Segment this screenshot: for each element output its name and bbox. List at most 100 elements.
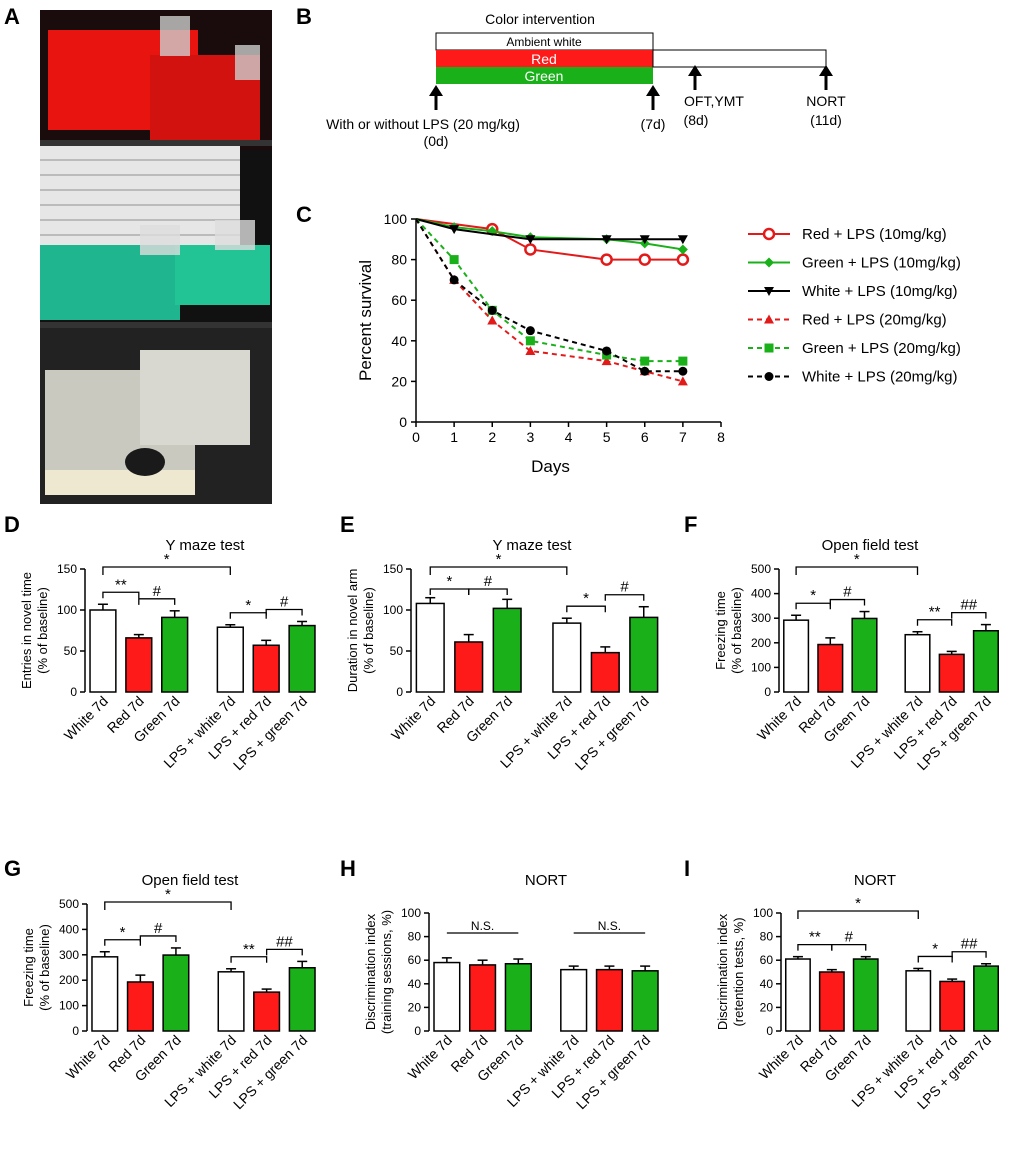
y-tick-label: 100 (401, 906, 421, 920)
bar (433, 961, 461, 1032)
y-tick-label: 300 (751, 611, 771, 625)
bar (595, 968, 624, 1032)
nort-label: NORT (806, 93, 846, 109)
y-tick-label: 200 (59, 973, 79, 987)
bar (252, 644, 280, 693)
data-point (525, 345, 536, 355)
significance-bracket (429, 566, 568, 575)
day-7-label: (7d) (641, 116, 666, 132)
y-tick-label: 0 (72, 1024, 79, 1038)
panel-letter-i: I (684, 856, 690, 881)
significance-bracket (916, 619, 953, 626)
significance-bracket (797, 910, 919, 919)
y-tick-label: 400 (751, 587, 771, 601)
bar (126, 981, 154, 1032)
bar (253, 991, 281, 1032)
significance-bracket (795, 602, 831, 610)
bar (89, 609, 117, 693)
chart-title: Open field test (822, 537, 920, 554)
significance-label: * (810, 587, 816, 604)
bar (216, 626, 244, 693)
survival-legend: Red + LPS (10mg/kg) Green + LPS (10mg/kg)… (748, 226, 961, 386)
significance-bracket (102, 566, 231, 575)
significance-bracket (917, 955, 953, 963)
water-bottle-icon (235, 45, 260, 80)
y-tick-label: 50 (390, 644, 404, 658)
significance-label: * (583, 590, 589, 607)
panel-letter-f: F (684, 512, 697, 537)
significance-label: N.S. (598, 919, 621, 933)
panel-letter-d: D (4, 512, 20, 537)
panel-letter-b: B (296, 4, 312, 29)
bar-chart-g: Open field test 0 100 200 300 400 500 Freezing … (21, 872, 316, 1112)
y-axis-label-line1: Discrimination index (715, 913, 730, 1030)
green-bar-label: Green (525, 68, 564, 84)
y-tick-label: 80 (760, 930, 774, 944)
x-tick-label: White 7d (405, 1032, 455, 1082)
data-point (487, 305, 497, 315)
legend-marker (764, 314, 774, 324)
data-point (525, 326, 535, 336)
y-axis-label-line2: (% of baseline) (35, 587, 50, 674)
panel-letter-a: A (4, 4, 20, 29)
y-tick-label: 100 (59, 999, 79, 1013)
y-tick-label: 150 (57, 562, 77, 576)
chart-title: Y maze test (493, 537, 573, 554)
bar-chart-d: Y maze test 0 50 100 150 Entries in novel tim… (19, 537, 316, 773)
significance-label: ## (960, 597, 977, 614)
legend-marker (762, 227, 776, 241)
bar (161, 616, 189, 693)
y-axis-label-line1: Duration in novel arm (345, 569, 360, 693)
x-tick-label: 8 (717, 429, 725, 445)
y-tick-label: 20 (391, 373, 407, 389)
bar (818, 971, 845, 1032)
lps-label: With or without LPS (20 mg/kg) (326, 116, 520, 132)
significance-bracket (604, 594, 645, 601)
data-point (602, 346, 612, 356)
significance-label: ## (961, 936, 978, 953)
cage-photo (40, 10, 272, 504)
bar (468, 964, 497, 1032)
bedding (45, 470, 195, 495)
bar (454, 641, 484, 693)
chart-title: Y maze test (166, 537, 246, 554)
significance-bracket (951, 611, 987, 619)
significance-label: # (845, 929, 854, 946)
legend-label: Red + LPS (10mg/kg) (802, 226, 947, 243)
y-tick-label: 100 (383, 603, 403, 617)
significance-label: * (245, 597, 251, 614)
bar (288, 624, 316, 693)
legend-label: Green + LPS (10mg/kg) (802, 255, 961, 272)
significance-label: # (620, 579, 629, 596)
significance-bracket (829, 598, 866, 606)
y-tick-label: 0 (414, 1024, 421, 1038)
survival-chart: 0 20 40 60 80 100 0 1 2 3 4 5 6 7 8 Days Percent surviva… (356, 211, 725, 476)
x-tick-label: White 7d (61, 693, 111, 743)
timeline-title: Color intervention (485, 11, 595, 27)
significance-label: # (484, 573, 493, 590)
significance-label: * (447, 573, 453, 590)
significance-label: * (854, 551, 860, 568)
legend-marker (764, 372, 774, 381)
significance-bracket (138, 598, 176, 605)
y-tick-label: 40 (391, 333, 407, 349)
green-bar (436, 67, 653, 84)
chart-title: NORT (854, 872, 896, 889)
mouse-icon (125, 448, 165, 476)
bar (590, 651, 620, 693)
green-cage-right (175, 245, 270, 305)
bar (415, 602, 445, 693)
y-tick-label: 0 (396, 685, 403, 699)
series-line (415, 218, 683, 241)
y-tick-label: 500 (751, 562, 771, 576)
panel-letter-h: H (340, 856, 356, 881)
day-8-label: (8d) (684, 112, 709, 128)
ambient-white-label: Ambient white (506, 35, 582, 49)
chart-title: NORT (525, 872, 567, 889)
y-axis-label-line2: (% of baseline) (37, 924, 52, 1011)
significance-label: * (855, 895, 861, 912)
significance-bracket (230, 956, 268, 963)
bar (631, 970, 659, 1032)
red-bar-label: Red (531, 51, 557, 67)
y-tick-label: 80 (391, 252, 407, 268)
